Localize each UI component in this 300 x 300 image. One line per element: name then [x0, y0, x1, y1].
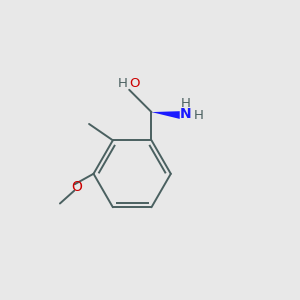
Text: H: H	[181, 97, 190, 110]
Text: H: H	[118, 77, 128, 90]
Text: N: N	[180, 106, 191, 121]
Text: O: O	[129, 77, 140, 90]
Text: O: O	[71, 180, 82, 194]
Polygon shape	[152, 111, 180, 119]
Text: H: H	[194, 109, 204, 122]
